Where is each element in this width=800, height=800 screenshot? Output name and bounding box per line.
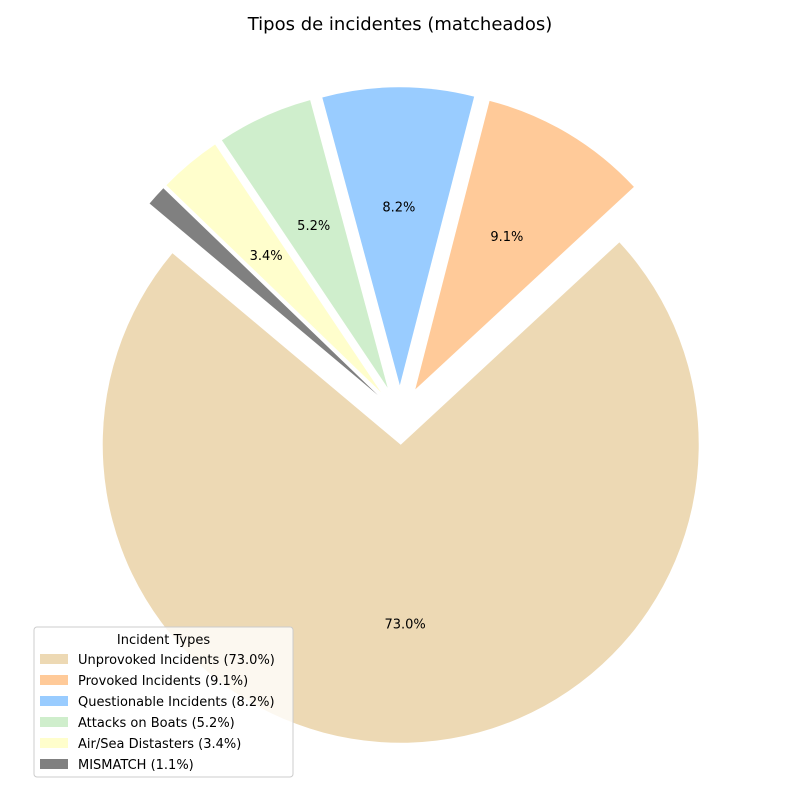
legend: Incident Types Unprovoked Incidents (73.…: [33, 626, 294, 778]
pie-slices: [102, 87, 699, 743]
pie-slice-questionable-incidents: [322, 87, 475, 386]
legend-swatch-unprovoked-incidents: [40, 654, 68, 664]
pie-pct-labels: 73.0% 9.1% 8.2% 5.2% 3.4%: [250, 200, 524, 632]
legend-label-attacks-on-boats: Attacks on Boats (5.2%): [78, 716, 235, 731]
legend-swatch-mismatch: [40, 759, 68, 769]
legend-label-provoked-incidents: Provoked Incidents (9.1%): [78, 674, 248, 689]
pct-label-provoked-incidents: 9.1%: [490, 230, 523, 245]
legend-swatch-provoked-incidents: [40, 675, 68, 685]
legend-swatch-questionable-incidents: [40, 696, 68, 706]
pie-slice-provoked-incidents: [415, 100, 634, 390]
pie-slice-mismatch: [149, 188, 378, 396]
legend-label-questionable-incidents: Questionable Incidents (8.2%): [78, 695, 275, 710]
chart-title: Tipos de incidentes (matcheados): [247, 14, 553, 35]
pie-slice-air-sea-distasters: [166, 144, 381, 393]
legend-label-air-sea-distasters: Air/Sea Distasters (3.4%): [78, 737, 241, 752]
pct-label-attacks-on-boats: 5.2%: [297, 219, 330, 234]
legend-label-unprovoked-incidents: Unprovoked Incidents (73.0%): [78, 653, 275, 668]
legend-items: Unprovoked Incidents (73.0%) Provoked Inc…: [40, 653, 275, 773]
legend-title: Incident Types: [117, 633, 210, 648]
pie-slice-unprovoked-incidents: [102, 242, 699, 743]
legend-swatch-attacks-on-boats: [40, 717, 68, 727]
pct-label-air-sea-distasters: 3.4%: [250, 249, 283, 264]
pct-label-unprovoked-incidents: 73.0%: [384, 618, 425, 633]
legend-label-mismatch: MISMATCH (1.1%): [78, 758, 194, 773]
pct-label-questionable-incidents: 8.2%: [382, 200, 415, 215]
legend-swatch-air-sea-distasters: [40, 738, 68, 748]
pie-slice-attacks-on-boats: [221, 100, 388, 388]
legend-frame: [33, 626, 294, 778]
